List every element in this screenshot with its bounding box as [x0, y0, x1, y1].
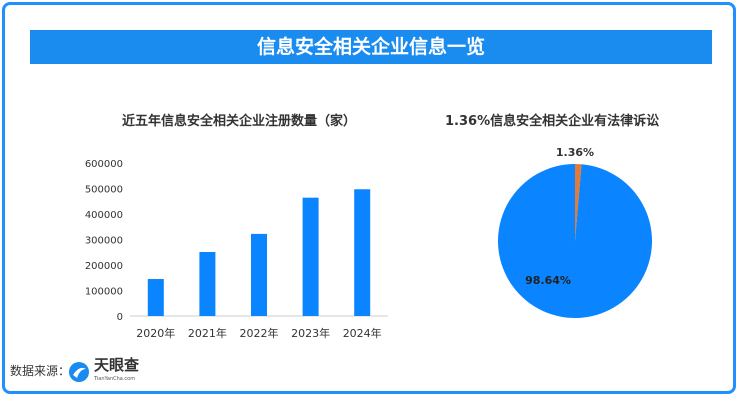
x-tick-label: 2021年 — [188, 326, 227, 340]
y-tick-label: 300000 — [85, 236, 123, 247]
y-tick-label: 100000 — [85, 287, 123, 298]
bar-2022年 — [251, 233, 267, 316]
pie-slice-1.36% — [575, 164, 582, 241]
y-tick-label: 200000 — [85, 261, 123, 272]
x-tick-label: 2022年 — [240, 326, 279, 340]
y-tick-label: 500000 — [85, 185, 123, 196]
pie-slice-98.64% — [498, 164, 652, 318]
pie-chart-title: 1.36%信息安全相关企业有法律诉讼 — [445, 114, 660, 129]
pie-label-major: 98.64% — [525, 274, 571, 287]
x-tick-label: 2020年 — [136, 326, 175, 340]
bar-2024年 — [354, 189, 371, 316]
bar-2023年 — [302, 197, 319, 316]
x-tick-label: 2024年 — [343, 326, 382, 340]
logo-icon — [69, 362, 89, 382]
page-title: 信息安全相关企业信息一览 — [30, 30, 712, 64]
y-tick-label: 600000 — [85, 159, 123, 170]
y-tick-label: 400000 — [85, 210, 123, 221]
logo-text: 天眼查 TianYanCha.com — [94, 356, 140, 383]
y-tick-label: 0 — [117, 312, 123, 323]
source-label: 数据来源： — [10, 364, 71, 378]
bar-chart-title: 近五年信息安全相关企业注册数量（家） — [122, 114, 357, 129]
bar-2021年 — [199, 251, 216, 316]
x-tick-label: 2023年 — [291, 326, 330, 340]
outer-frame — [2, 2, 736, 394]
bar-2020年 — [147, 279, 164, 316]
pie-label-minor: 1.36% — [556, 146, 594, 159]
tianyancha-logo: 天眼查 TianYanCha.com — [68, 358, 139, 386]
